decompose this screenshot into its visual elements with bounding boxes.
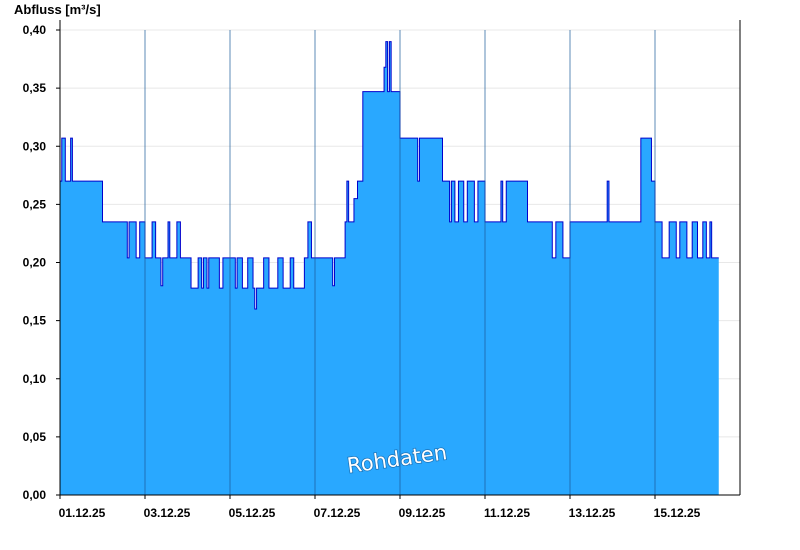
flow-step-line <box>60 41 719 310</box>
y-axis-title: Abfluss [m³/s] <box>14 2 101 17</box>
flow-area-fill <box>60 41 719 495</box>
y-tick-label: 0,00 <box>23 488 47 502</box>
x-tick-label: 01.12.25 <box>59 506 106 520</box>
y-tick-label: 0,40 <box>23 23 47 37</box>
x-tick-label: 13.12.25 <box>569 506 616 520</box>
y-ticks: 0,00 0,05 0,10 0,15 0,20 0,25 0,30 0,35 0,40 <box>23 23 60 502</box>
x-tick-label: 09.12.25 <box>399 506 446 520</box>
x-tick-label: 07.12.25 <box>314 506 361 520</box>
y-tick-label: 0,30 <box>23 139 47 153</box>
date-dividers <box>144 30 656 495</box>
x-tick-label: 15.12.25 <box>654 506 701 520</box>
x-ticks: 01.12.25 03.12.25 05.12.25 07.12.25 09.12.25… <box>59 495 701 520</box>
y-tick-label: 0,35 <box>23 81 47 95</box>
x-tick-label: 03.12.25 <box>144 506 191 520</box>
y-tick-label: 0,05 <box>23 430 47 444</box>
x-tick-label: 05.12.25 <box>229 506 276 520</box>
y-tick-label: 0,10 <box>23 372 47 386</box>
y-tick-label: 0,15 <box>23 314 47 328</box>
flow-series <box>60 41 719 495</box>
x-tick-label: 11.12.25 <box>484 506 530 520</box>
y-tick-label: 0,20 <box>23 256 47 270</box>
y-tick-label: 0,25 <box>23 197 47 211</box>
